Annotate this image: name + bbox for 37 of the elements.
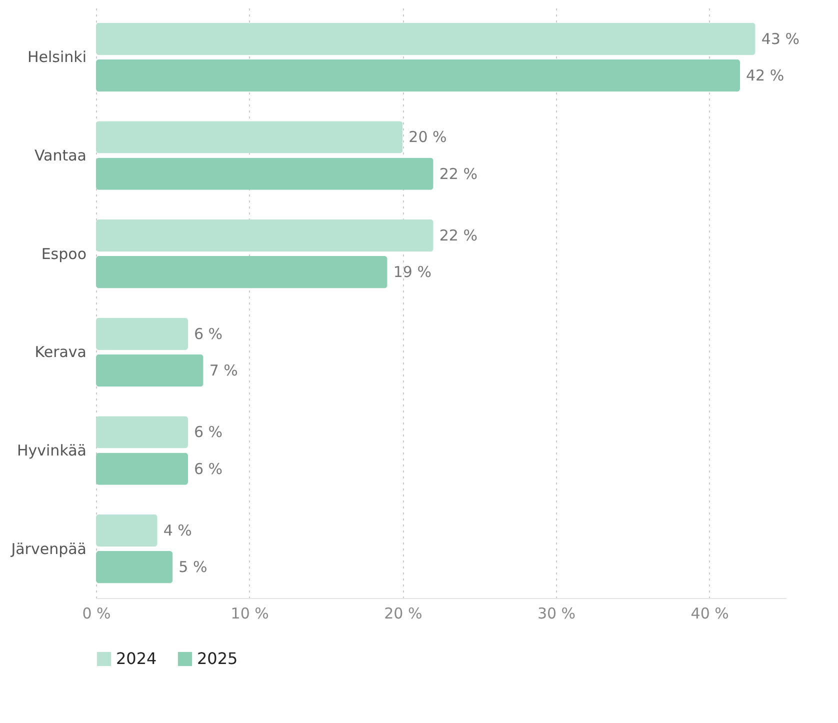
data-label: 6 %	[194, 324, 223, 343]
bar	[96, 219, 434, 252]
x-tick-label: 10 %	[230, 604, 269, 622]
data-label: 22 %	[439, 164, 478, 183]
bar	[96, 551, 173, 584]
data-label: 22 %	[439, 226, 478, 245]
bar	[96, 121, 403, 154]
data-label: 6 %	[194, 423, 223, 442]
data-label: 43 %	[761, 30, 800, 48]
bar	[96, 158, 434, 190]
y-tick-label: Hyvinkää	[16, 442, 86, 460]
bar	[96, 256, 388, 288]
y-tick-label: Helsinki	[27, 48, 86, 66]
data-label: 6 %	[194, 460, 223, 478]
x-tick-label: 0 %	[82, 604, 111, 622]
y-tick-label: Espoo	[41, 244, 86, 263]
bar	[96, 59, 740, 92]
data-label: 20 %	[408, 128, 447, 146]
x-tick-label: 30 %	[537, 604, 576, 622]
data-label: 7 %	[209, 361, 238, 380]
bar	[96, 354, 204, 387]
x-tick-label: 40 %	[690, 604, 729, 622]
y-tick-label: Vantaa	[34, 146, 86, 164]
bar	[96, 22, 756, 55]
bar	[96, 452, 188, 485]
bar	[96, 514, 158, 547]
data-label: 5 %	[178, 558, 208, 576]
y-tick-label: Järvenpää	[10, 540, 86, 558]
legend-label: 2024	[116, 649, 157, 668]
y-tick-label: Kerava	[34, 343, 86, 362]
bar	[96, 416, 188, 448]
data-label: 19 %	[393, 263, 432, 282]
x-tick-label: 20 %	[384, 604, 422, 622]
data-label: 42 %	[746, 66, 784, 84]
data-label: 4 %	[163, 522, 192, 540]
bar	[96, 318, 188, 350]
legend-label: 2025	[197, 649, 238, 668]
